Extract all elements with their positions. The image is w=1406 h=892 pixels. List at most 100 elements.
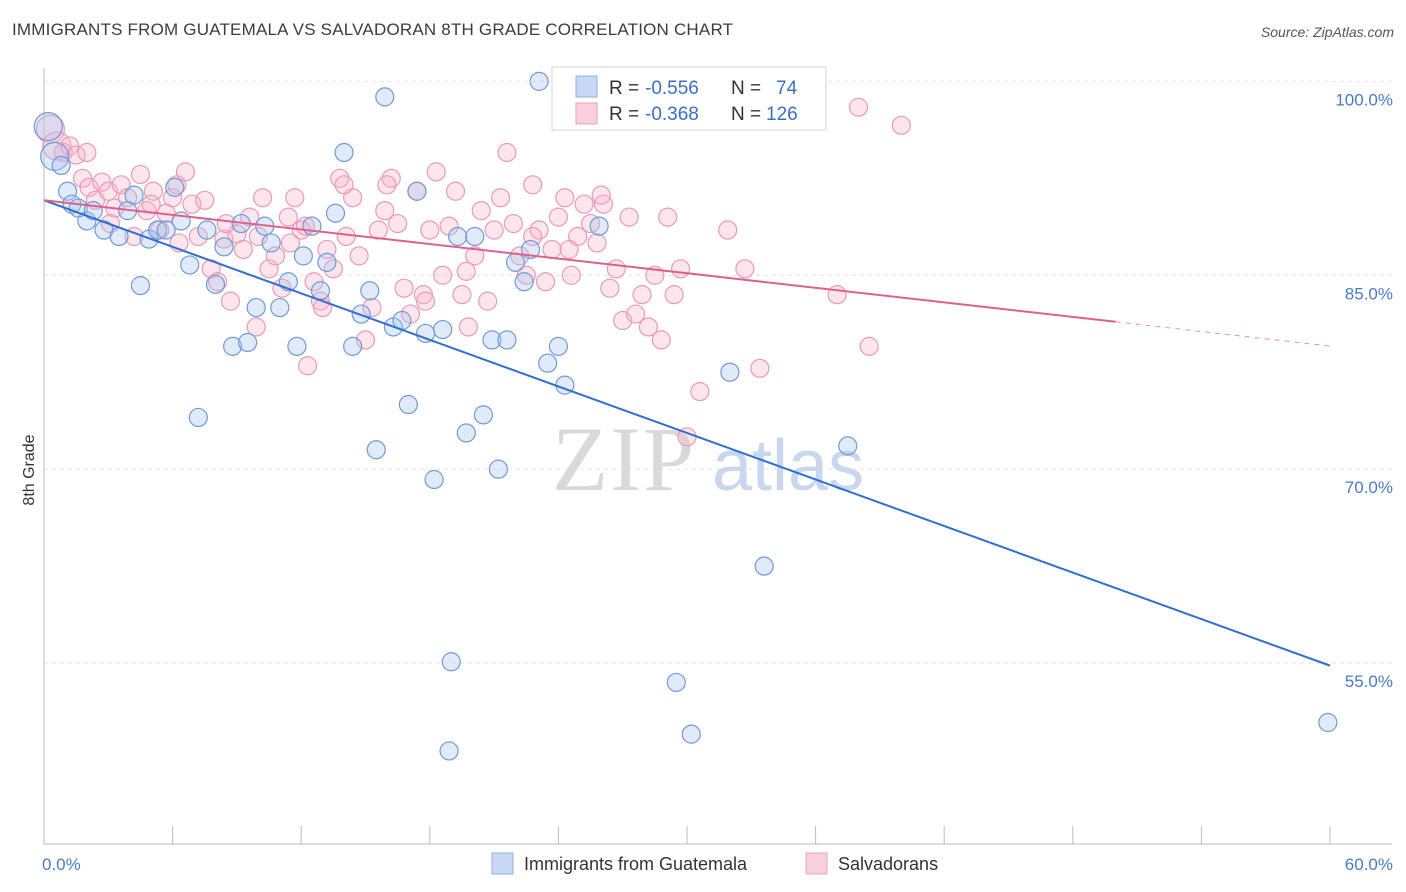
point-salvadoran-107 (891, 115, 911, 135)
trend-line-salvadorans (43, 199, 1116, 323)
point-guatemala-53 (456, 423, 476, 443)
point-salvadoran-68 (478, 291, 498, 311)
point-guatemala-1 (40, 141, 70, 171)
series-legend: Immigrants from Guatemala Salvadorans (491, 852, 938, 875)
trend-lines (43, 199, 1331, 667)
point-guatemala-16 (165, 177, 185, 197)
stats-r-value-1: -0.556 (645, 78, 699, 99)
x-tick-labels: 0.0% 60.0% (42, 855, 1393, 874)
point-salvadoran-32 (246, 317, 266, 337)
y-tick-label-0: 100.0% (1335, 90, 1393, 109)
point-guatemala-19 (188, 407, 208, 428)
x-tick-label-0: 0.0% (42, 855, 81, 874)
point-guatemala-31 (287, 336, 307, 356)
point-guatemala-46 (407, 181, 427, 201)
point-guatemala-12 (130, 276, 151, 296)
point-guatemala-23 (223, 336, 243, 356)
point-salvadoran-121 (591, 185, 611, 205)
point-guatemala-2 (51, 155, 71, 176)
point-salvadoran-112 (334, 175, 354, 195)
point-guatemala-73 (838, 436, 858, 456)
point-guatemala-21 (205, 274, 226, 294)
point-salvadoran-97 (664, 285, 684, 305)
y-tick-label-2: 70.0% (1345, 478, 1393, 497)
point-salvadoran-100 (690, 382, 710, 402)
point-guatemala-51 (441, 652, 461, 672)
point-salvadoran-85 (587, 233, 607, 253)
point-guatemala-67 (589, 216, 609, 236)
legend-swatch-salvadorans (805, 852, 828, 875)
point-guatemala-15 (156, 220, 176, 240)
stats-swatch-blue (575, 75, 598, 98)
point-guatemala-72 (754, 556, 774, 576)
point-guatemala-49 (433, 319, 453, 340)
x-tick-label-1: 60.0% (1345, 855, 1393, 874)
axes (43, 68, 1392, 845)
point-salvadoran-40 (298, 356, 318, 376)
point-salvadoran-103 (750, 358, 770, 378)
point-salvadoran-104 (827, 285, 847, 305)
point-salvadoran-78 (542, 239, 562, 260)
stats-n-label-2: N = (731, 104, 761, 125)
point-salvadoran-91 (625, 304, 646, 324)
point-salvadoran-63 (445, 181, 466, 201)
point-guatemala-28 (261, 233, 281, 253)
point-guatemala-33 (302, 216, 322, 236)
point-guatemala-11 (124, 185, 144, 205)
point-salvadoran-122 (559, 239, 579, 260)
stats-r-label-1: R = (609, 78, 639, 99)
point-guatemala-56 (482, 330, 502, 350)
legend-label-salvadorans: Salvadorans (838, 854, 938, 874)
point-salvadoran-111 (377, 175, 397, 195)
point-salvadoran-61 (433, 265, 453, 285)
point-guatemala-50 (439, 741, 459, 761)
stats-swatch-pink (575, 102, 598, 125)
point-salvadoran-69 (484, 220, 504, 240)
point-salvadoran-30 (233, 239, 253, 260)
trend-line-guatemala (43, 199, 1331, 667)
point-salvadoran-79 (548, 207, 569, 227)
y-axis-title: 8th Grade (21, 434, 38, 505)
point-guatemala-29 (270, 297, 290, 318)
stats-legend-box (551, 66, 827, 131)
point-salvadoran-77 (535, 272, 556, 292)
point-salvadoran-106 (859, 336, 879, 356)
point-salvadoran-120 (77, 142, 97, 163)
point-salvadoran-48 (349, 246, 369, 266)
watermark-atlas: atlas (712, 426, 864, 506)
point-guatemala-18 (180, 255, 200, 275)
legend-label-guatemala: Immigrants from Guatemala (524, 854, 748, 874)
point-guatemala-22 (214, 237, 234, 257)
point-salvadoran-59 (420, 220, 440, 240)
point-guatemala-36 (325, 203, 346, 223)
point-salvadoran-93 (638, 317, 659, 337)
point-guatemala-25 (238, 332, 258, 353)
stats-r-value-2: -0.368 (645, 104, 699, 125)
point-salvadoran-98 (670, 259, 691, 279)
point-salvadoran-51 (368, 220, 388, 240)
point-salvadoran-92 (632, 285, 652, 305)
point-guatemala-59 (505, 252, 526, 272)
point-salvadoran-118 (456, 261, 476, 281)
point-salvadoran-119 (216, 213, 236, 234)
point-salvadoran-64 (452, 285, 472, 305)
point-salvadoran-46 (336, 226, 356, 247)
point-guatemala-38 (343, 336, 363, 356)
chart-title: IMMIGRANTS FROM GUATEMALA VS SALVADORAN … (12, 20, 734, 39)
y-tick-labels: 100.0% 85.0% 70.0% 55.0% (1335, 90, 1393, 691)
point-salvadoran-75 (523, 175, 543, 195)
point-salvadoran-71 (497, 142, 517, 163)
point-guatemala-26 (246, 297, 266, 318)
point-guatemala-60 (514, 272, 534, 292)
point-salvadoran-81 (561, 265, 581, 285)
stats-n-label-1: N = (731, 78, 761, 99)
point-guatemala-58 (497, 330, 517, 350)
point-salvadoran-67 (471, 201, 491, 221)
watermark-zip: ZIP (552, 408, 696, 510)
point-guatemala-37 (334, 142, 354, 163)
point-guatemala-40 (360, 281, 380, 301)
point-guatemala-61 (520, 239, 541, 260)
point-guatemala-57 (488, 459, 508, 479)
point-salvadoran-72 (503, 213, 523, 234)
